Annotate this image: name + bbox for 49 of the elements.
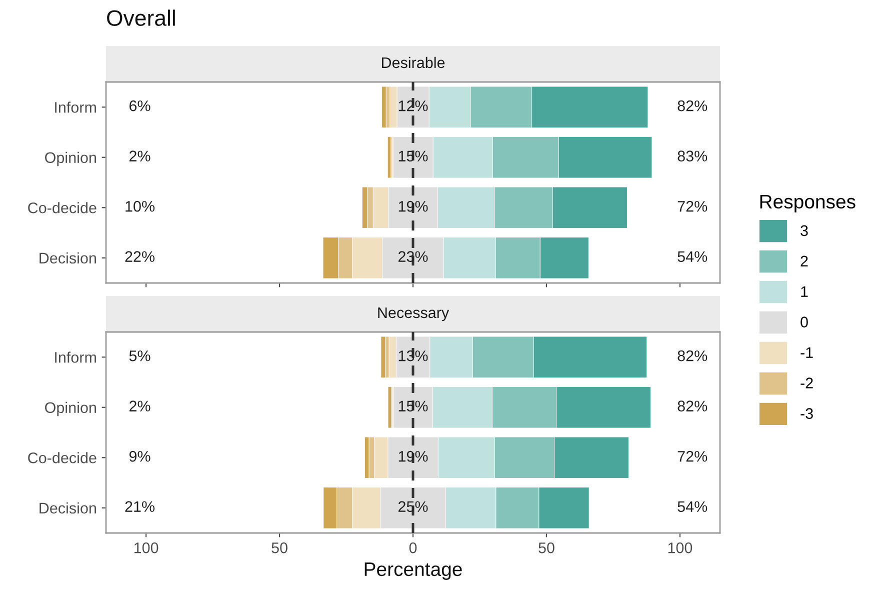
x-tick-label: 100 [134, 542, 158, 554]
x-tick-label: 50 [538, 542, 554, 554]
y-tick-label: Co-decide [28, 202, 96, 214]
annotation: 5% [129, 350, 150, 362]
legend-label: 1 [801, 286, 808, 297]
y-tick-label: Decision [40, 502, 96, 514]
annotation: 6% [130, 100, 150, 112]
annotation: 54% [678, 251, 708, 262]
y-tick-label: Inform [55, 102, 96, 113]
annotation: 9% [129, 450, 150, 462]
annotation: 82% [678, 100, 708, 112]
annotation: 83% [678, 150, 708, 162]
legend-label: -3 [800, 408, 813, 419]
annotation: 22% [125, 251, 155, 262]
annotation: 72% [678, 450, 708, 462]
annotation: 82% [678, 350, 708, 362]
y-tick-label: Opinion [45, 402, 96, 416]
annotation: 21% [125, 501, 155, 512]
x-axis-title: Percentage [364, 562, 462, 580]
annotation: 10% [126, 200, 155, 212]
legend-label: 3 [800, 225, 808, 236]
x-tick-label: 100 [668, 542, 692, 554]
bar [380, 336, 386, 378]
chart-subtitle: Desirable [382, 56, 445, 68]
x-tick-label: 0 [409, 542, 417, 554]
data-label: 25% [398, 501, 428, 512]
bar [388, 386, 392, 428]
annotation: 82% [678, 400, 708, 412]
annotation: 2% [130, 400, 150, 412]
y-tick-label: Decision [40, 252, 96, 264]
annotation: 54% [678, 501, 708, 512]
y-tick-label: Opinion [45, 152, 96, 166]
legend-label: 0 [800, 316, 808, 328]
legend-label: -1 [800, 347, 813, 358]
data-label: 13% [398, 350, 428, 362]
x-tick-label: 50 [272, 542, 288, 554]
bar [382, 86, 386, 128]
chart-title: Overall [107, 10, 175, 26]
data-label: 12% [398, 100, 428, 112]
y-tick-label: Inform [55, 352, 96, 363]
y-tick-label: Co-decide [28, 452, 96, 464]
legend-title: Responses [760, 194, 856, 212]
annotation: 72% [678, 200, 708, 212]
legend-label: 2 [800, 256, 808, 266]
data-label: 23% [398, 251, 428, 262]
bar [387, 136, 392, 178]
annotation: 2% [130, 150, 150, 162]
chart-subtitle: Necessary [378, 307, 450, 322]
legend-label: -2 [800, 378, 813, 388]
